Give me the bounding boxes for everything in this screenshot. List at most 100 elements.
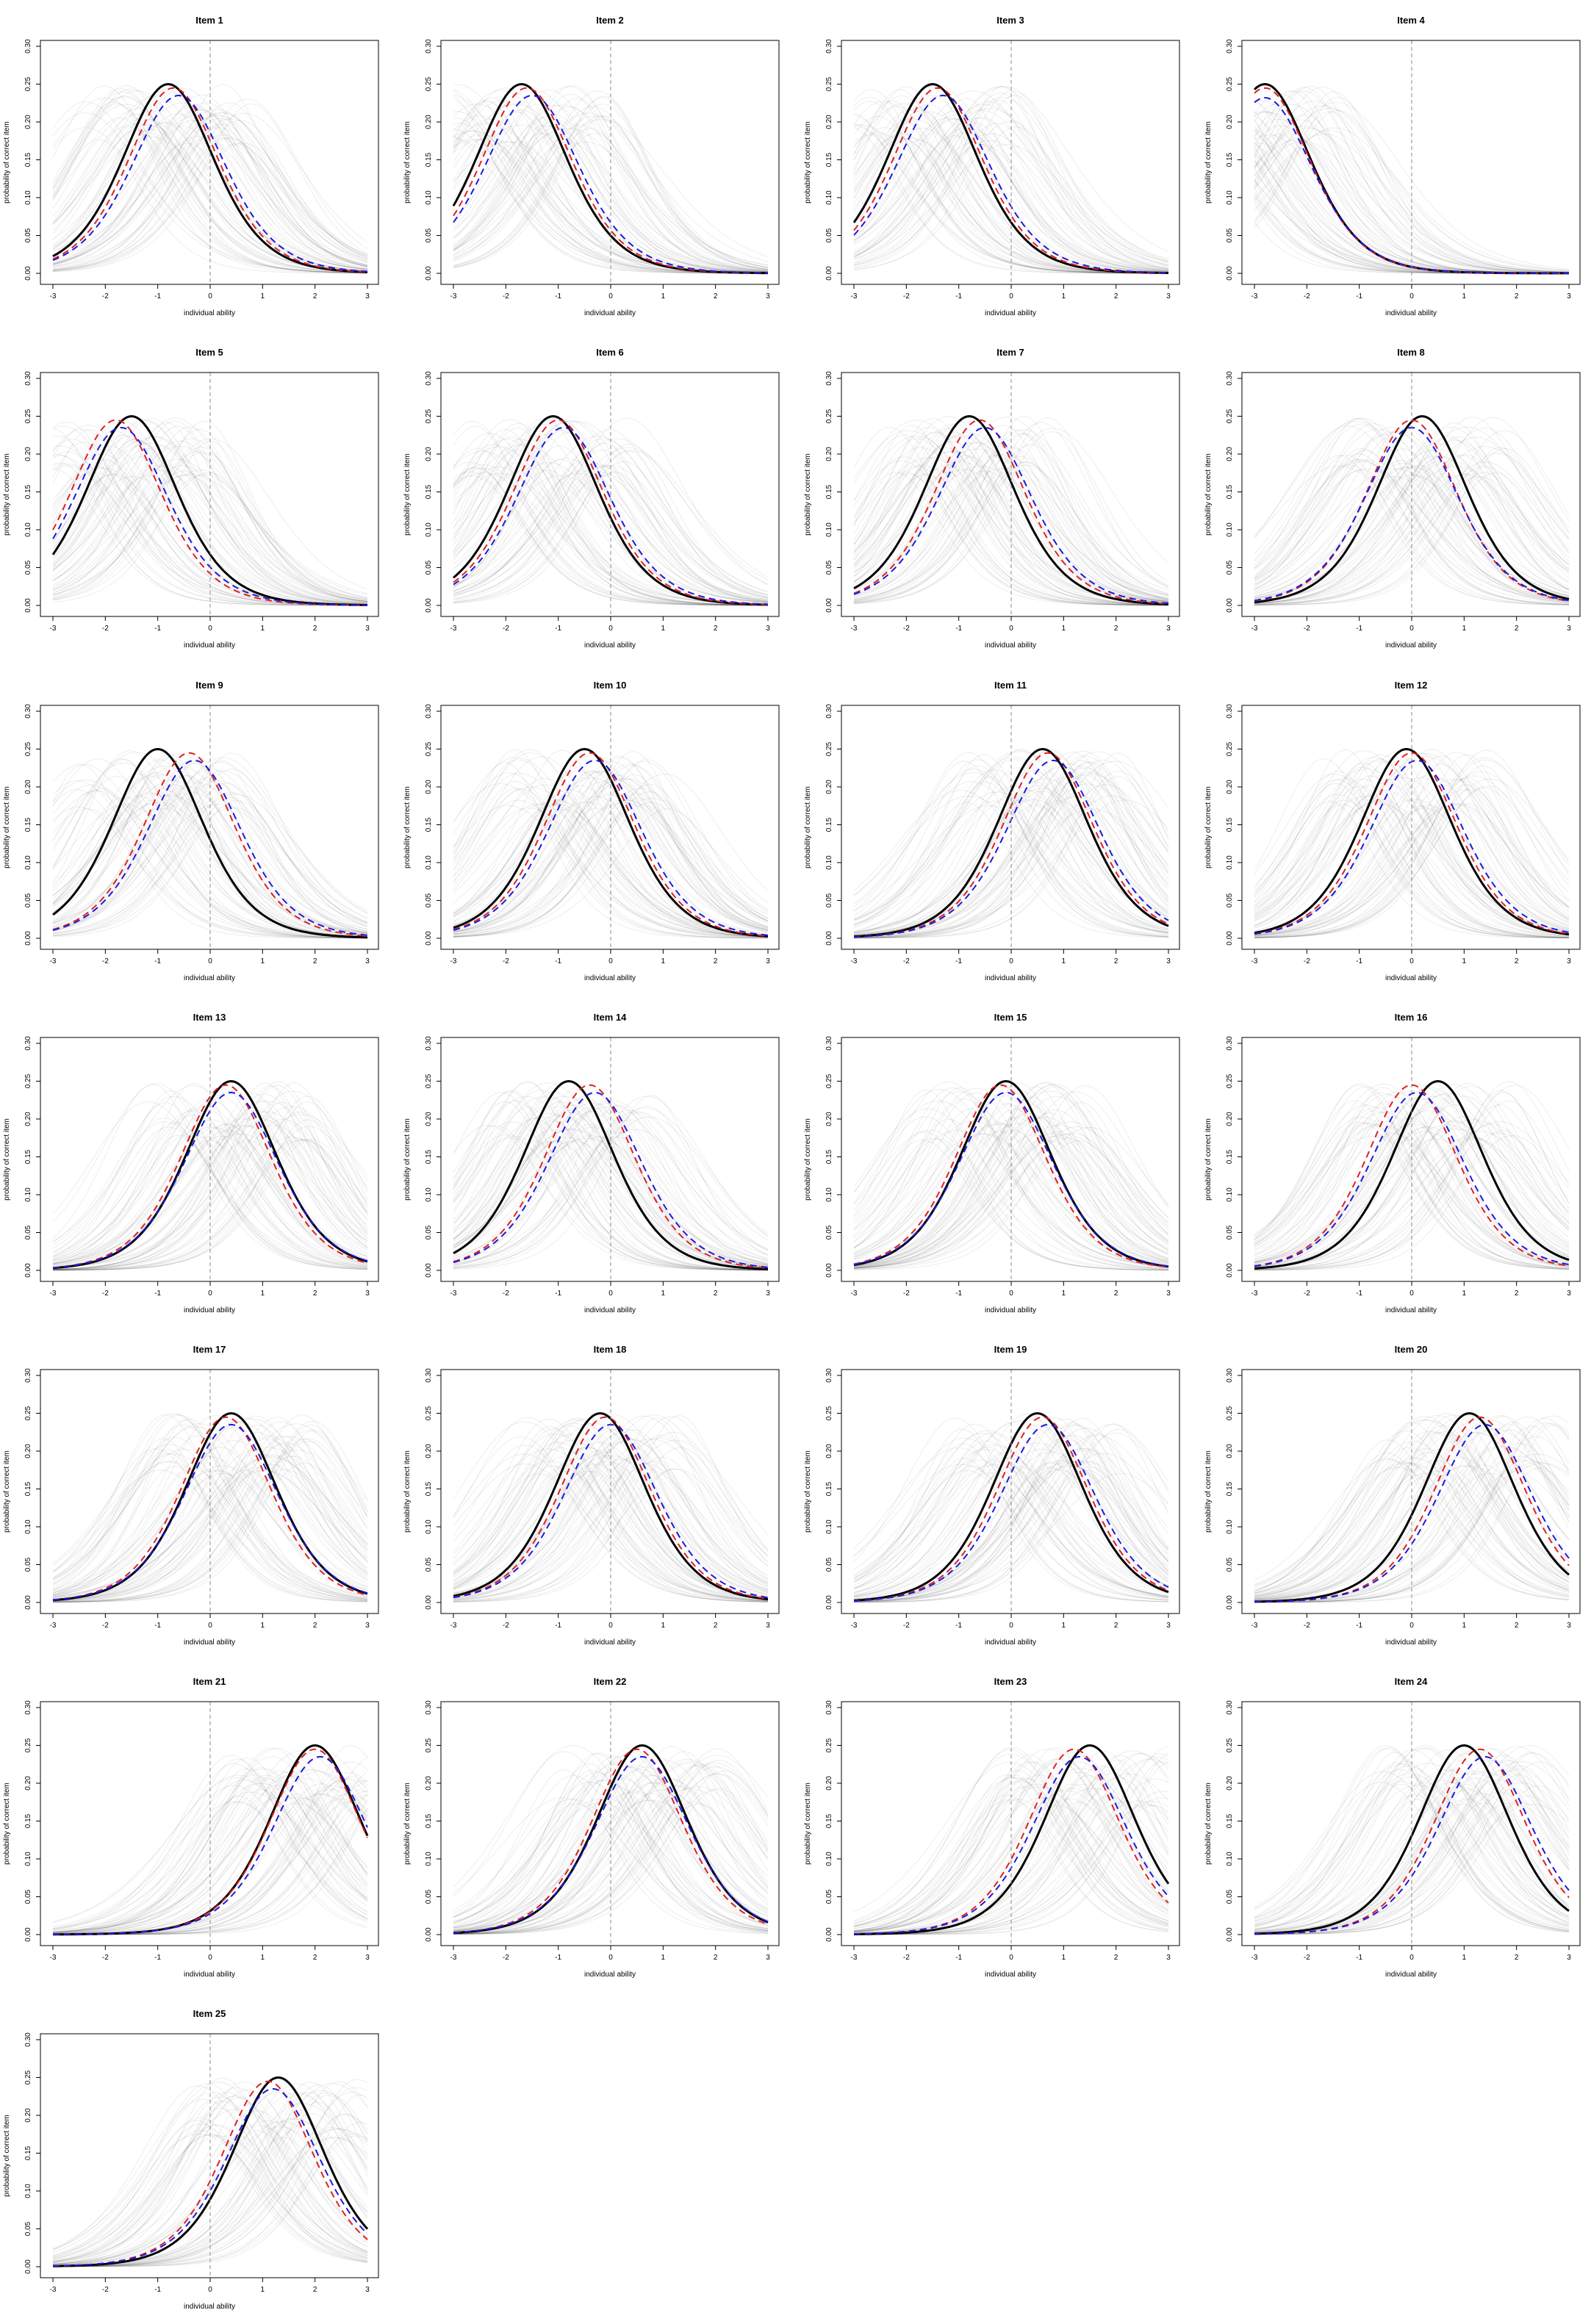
posterior-draw-curve <box>1254 436 1570 602</box>
x-tick-label: 2 <box>313 1954 317 1962</box>
posterior-draw-curve <box>853 1467 1169 1598</box>
posterior-draw-curve <box>453 796 769 936</box>
posterior-draw-curve <box>853 428 1168 605</box>
x-tick-label: 2 <box>714 957 718 965</box>
posterior-draw-curve <box>853 1123 1169 1264</box>
chart-svg: Item 18 -3 -2 -1 0 1 2 3 0.00 0.05 0.10 0.15 0.20 0.2… <box>403 1344 780 1647</box>
y-tick-label: 0.05 <box>24 1557 32 1572</box>
posterior-draw-curve <box>52 114 368 272</box>
posterior-draw-curve <box>1254 805 1570 937</box>
posterior-draw-curve <box>1254 126 1570 273</box>
posterior-draw-curve <box>52 1461 368 1600</box>
posterior-draw-curve <box>854 1428 1169 1602</box>
x-tick-label: 1 <box>261 292 265 301</box>
red-dashed-curve <box>853 1084 1169 1268</box>
x-tick-label: 2 <box>714 1622 718 1630</box>
x-tick-label: -3 <box>50 2286 57 2294</box>
y-tick-label: 0.00 <box>425 1595 433 1610</box>
y-tick-label: 0.30 <box>425 1368 433 1383</box>
posterior-draw-curve <box>853 1769 1169 1933</box>
posterior-draw-curve <box>52 102 368 263</box>
plot-frame <box>440 40 780 285</box>
posterior-draw-curve <box>853 442 1169 604</box>
panel-title: Item 18 <box>594 1344 627 1355</box>
posterior-draw-curve <box>853 1086 1169 1260</box>
x-tick-label: -3 <box>50 1622 57 1630</box>
posterior-draw-curve <box>453 1465 768 1602</box>
posterior-draw-curve <box>52 1127 368 1258</box>
posterior-draw-curve <box>52 1093 368 1269</box>
x-tick-label: 1 <box>661 1954 666 1962</box>
posterior-draw-curve <box>853 760 1169 938</box>
curve-group <box>453 414 769 606</box>
posterior-draw-curve <box>853 97 1169 262</box>
y-tick-label: 0.15 <box>425 1149 433 1164</box>
posterior-draw-curve <box>52 2095 368 2264</box>
posterior-draw-curve <box>52 445 368 596</box>
x-tick-label: 0 <box>1009 957 1013 965</box>
posterior-draw-curve <box>52 780 368 938</box>
posterior-draw-curve <box>1254 1413 1570 1601</box>
x-axis-label: individual ability <box>1385 1306 1437 1314</box>
posterior-draw-curve <box>453 126 769 273</box>
posterior-draw-curve <box>853 1432 1169 1602</box>
posterior-draw-curve <box>853 1129 1169 1267</box>
curve-group <box>452 82 769 275</box>
posterior-draw-curve <box>453 1105 769 1267</box>
posterior-draw-curve <box>853 457 1169 602</box>
plot-frame <box>841 372 1180 617</box>
panel-title: Item 21 <box>193 1676 226 1687</box>
red-dashed-curve <box>853 419 1169 605</box>
posterior-draw-curve <box>453 463 769 601</box>
panel-title: Item 13 <box>193 1012 226 1023</box>
curve-group <box>52 1744 369 1936</box>
plot-frame <box>40 372 379 617</box>
curve-group <box>52 2076 369 2267</box>
posterior-draw-curve <box>853 444 1169 603</box>
y-tick-label: 0.00 <box>24 931 32 946</box>
posterior-draw-curve <box>853 126 1168 274</box>
y-tick-label: 0.00 <box>425 266 433 281</box>
y-tick-label: 0.25 <box>24 76 32 91</box>
posterior-draw-curve <box>1254 1084 1570 1263</box>
x-tick-label: -3 <box>450 1954 457 1962</box>
posterior-draw-curve <box>1254 456 1570 604</box>
blue-dashed-curve <box>52 759 368 936</box>
x-axis-label: individual ability <box>1385 641 1437 650</box>
panel-title: Item 19 <box>994 1344 1027 1355</box>
posterior-draw-curve <box>853 1086 1169 1270</box>
posterior-draw-curve <box>1254 778 1570 938</box>
posterior-draw-curve <box>853 471 1168 606</box>
posterior-draw-curve <box>1254 1431 1570 1595</box>
posterior-draw-curve <box>854 765 1169 938</box>
posterior-draw-curve <box>453 1092 768 1270</box>
posterior-draw-curve <box>453 1789 769 1935</box>
x-tick-label: -1 <box>555 1289 561 1298</box>
posterior-draw-curve <box>52 109 368 261</box>
x-tick-label: 2 <box>1114 1622 1118 1630</box>
x-axis-label: individual ability <box>985 1306 1036 1314</box>
red-dashed-curve <box>453 1084 769 1269</box>
posterior-draw-curve <box>1254 453 1570 605</box>
posterior-draw-curve <box>453 788 769 935</box>
posterior-draw-curve <box>52 442 367 606</box>
posterior-draw-curve <box>853 114 1168 274</box>
posterior-draw-curve <box>853 1790 1169 1932</box>
posterior-draw-curve <box>52 777 368 932</box>
chart-panel: Item 19 -3 -2 -1 0 1 2 3 0.00 0.05 0.10 0.15 0.20 0.2… <box>801 1329 1199 1660</box>
posterior-draw-curve <box>453 1134 768 1270</box>
x-tick-label: -2 <box>102 1622 109 1630</box>
posterior-draw-curve <box>52 1427 368 1595</box>
x-tick-label: 0 <box>608 292 613 301</box>
x-tick-label: -3 <box>1251 1289 1258 1298</box>
posterior-draw-curve <box>1254 127 1570 270</box>
posterior-draw-curve <box>453 104 769 271</box>
y-tick-label: 0.20 <box>425 447 433 461</box>
posterior-draw-curve <box>853 96 1168 274</box>
posterior-draw-curve <box>52 1417 368 1597</box>
posterior-draw-curve <box>453 1100 769 1268</box>
y-tick-label: 0.25 <box>1226 409 1234 423</box>
x-tick-label: 0 <box>208 2286 212 2294</box>
x-tick-label: 2 <box>313 1289 317 1298</box>
posterior-draw-curve <box>853 455 1169 605</box>
